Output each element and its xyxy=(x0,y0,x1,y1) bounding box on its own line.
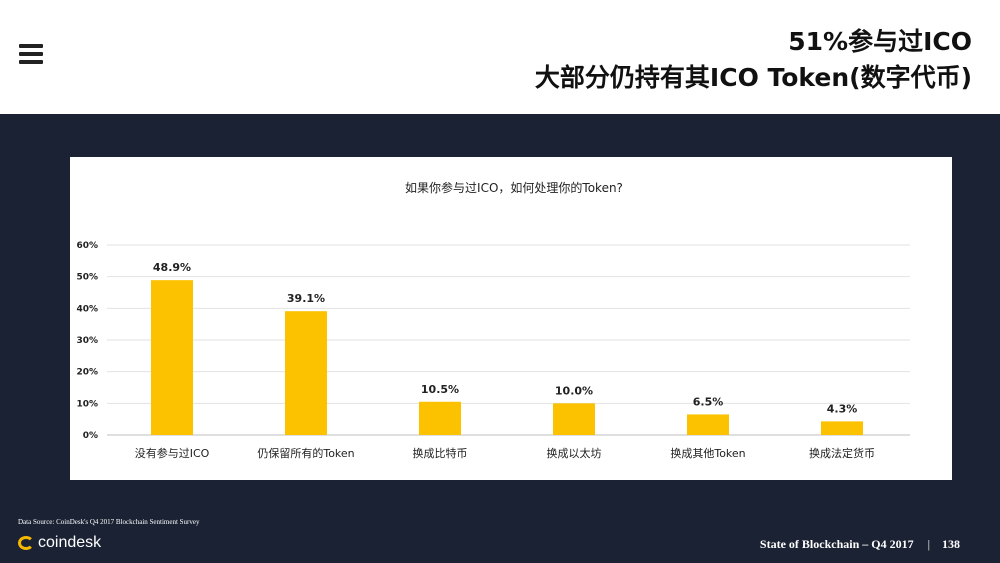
bar-chart: 如果你参与过ICO，如何处理你的Token? 0% 10% 20% 30% 40% 50%… xyxy=(76,180,910,460)
value-label: 10.5% xyxy=(421,383,459,396)
y-tick-label: 0% xyxy=(83,431,98,441)
menu-icon[interactable] xyxy=(19,44,43,64)
x-tick-label: 换成法定货币 xyxy=(809,446,875,460)
bar xyxy=(553,403,595,435)
bar xyxy=(687,414,729,435)
chart-panel: 如果你参与过ICO，如何处理你的Token? 0% 10% 20% 30% 40% 50%… xyxy=(70,157,952,480)
page-title-line1: 51%参与过ICO xyxy=(788,27,972,56)
page-number: 138 xyxy=(942,537,960,551)
value-label: 39.1% xyxy=(287,292,325,305)
data-source: Data Source: CoinDesk's Q4 2017 Blockcha… xyxy=(18,518,200,526)
coindesk-logo-icon xyxy=(18,536,34,550)
bar xyxy=(285,311,327,435)
y-tick-label: 60% xyxy=(76,241,98,251)
value-label: 10.0% xyxy=(555,384,593,397)
footer: State of Blockchain – Q4 2017 | 138 xyxy=(760,537,960,552)
bar xyxy=(821,421,863,435)
report-name: State of Blockchain – Q4 2017 xyxy=(759,537,914,551)
bar xyxy=(419,401,461,435)
x-tick-label: 换成以太坊 xyxy=(547,446,602,460)
x-tick-label: 没有参与过ICO xyxy=(135,446,210,460)
x-tick-label: 换成比特币 xyxy=(413,446,468,460)
x-tick-label: 仍保留所有的Token xyxy=(257,446,354,460)
y-tick-label: 40% xyxy=(76,304,98,314)
y-tick-label: 20% xyxy=(76,368,98,378)
value-label: 6.5% xyxy=(693,395,724,408)
chart-title: 如果你参与过ICO，如何处理你的Token? xyxy=(405,180,623,195)
y-tick-label: 50% xyxy=(76,273,98,283)
value-label: 48.9% xyxy=(153,261,191,274)
bar xyxy=(151,280,193,435)
y-tick-label: 10% xyxy=(76,399,98,409)
value-label: 4.3% xyxy=(827,402,858,415)
header: 51%参与过ICO 大部分仍持有其ICO Token(数字代币) xyxy=(0,0,1000,114)
y-tick-label: 30% xyxy=(76,336,98,346)
coindesk-logo-text: coindesk xyxy=(38,534,102,551)
x-tick-label: 换成其他Token xyxy=(670,446,745,460)
page-title-line2: 大部分仍持有其ICO Token(数字代币) xyxy=(534,63,972,92)
footer-separator: | xyxy=(927,537,930,551)
coindesk-logo: coindesk xyxy=(18,532,101,554)
